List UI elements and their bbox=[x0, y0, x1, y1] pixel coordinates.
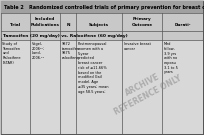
Text: Subjects: Subjects bbox=[89, 23, 109, 27]
Bar bbox=[1, 13, 203, 38]
Text: Outcome: Outcome bbox=[131, 23, 153, 27]
Text: Trial: Trial bbox=[10, 23, 21, 27]
Text: Primary: Primary bbox=[133, 17, 151, 21]
Text: N: N bbox=[66, 23, 70, 27]
Bar bbox=[122, 40, 162, 134]
Text: Publications: Publications bbox=[31, 23, 60, 27]
Bar bbox=[30, 40, 60, 134]
Bar bbox=[162, 40, 203, 134]
Text: Study of
Tamoxifen
and
Raloxifene
(STAR): Study of Tamoxifen and Raloxifene (STAR) bbox=[2, 42, 21, 65]
Bar bbox=[76, 40, 122, 134]
Bar bbox=[1, 1, 203, 13]
Text: Durati-: Durati- bbox=[174, 23, 191, 27]
Text: Table 2   Randomized controlled trials of primary prevention for breast cancer: Table 2 Randomized controlled trials of … bbox=[4, 5, 204, 10]
Text: 9872
tamoxifen
9875
raloxifene: 9872 tamoxifen 9875 raloxifene bbox=[61, 42, 80, 60]
Text: Vogel,
2006¹²;
Land,
2006.¹³: Vogel, 2006¹²; Land, 2006.¹³ bbox=[31, 42, 44, 60]
Text: ARCHIVE
REFERENCE ONLY: ARCHIVE REFERENCE ONLY bbox=[107, 63, 183, 117]
Bar bbox=[1, 40, 30, 134]
Text: Postmenopausal
women with a
5-year
predicted
breast cancer
risk of ≥11.66%
based: Postmenopausal women with a 5-year predi… bbox=[78, 42, 108, 94]
Text: Included: Included bbox=[35, 17, 55, 21]
Text: Tamoxifen (20 mg/day) vs. Raloxifene (60 mg/day): Tamoxifen (20 mg/day) vs. Raloxifene (60… bbox=[3, 34, 128, 38]
Text: Med
follow-
3.9 yrs
with no
exposu
3.1 to 5
years: Med follow- 3.9 yrs with no exposu 3.1 t… bbox=[163, 42, 177, 75]
Text: Invasive breast
cancer: Invasive breast cancer bbox=[123, 42, 151, 51]
Bar bbox=[60, 40, 76, 134]
